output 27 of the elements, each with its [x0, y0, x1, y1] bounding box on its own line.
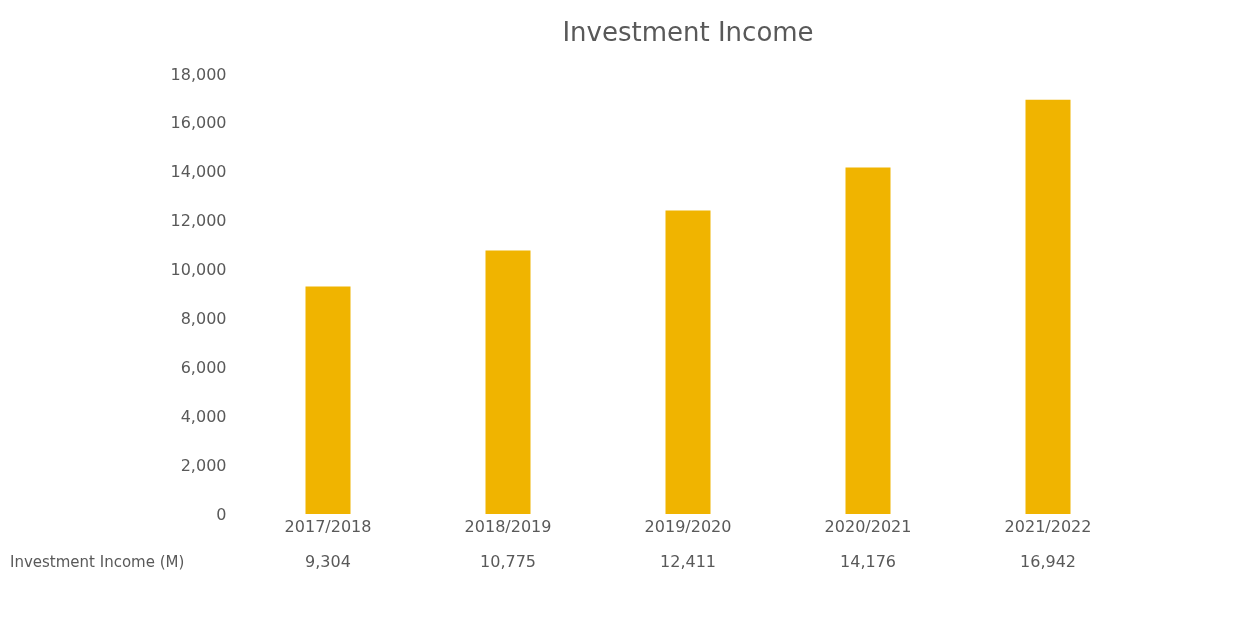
y-tick-label: 8,000	[180, 308, 227, 328]
bar	[305, 286, 351, 514]
data-label: 14,176	[840, 552, 896, 571]
y-tick-label: 14,000	[170, 162, 227, 182]
y-tick-label: 0	[216, 504, 227, 524]
x-tick-label: 2020/2021	[824, 516, 912, 536]
bar	[665, 210, 711, 514]
y-tick-label: 6,000	[180, 357, 227, 377]
y-tick-label: 2,000	[180, 455, 227, 475]
y-tick-label: 4,000	[180, 406, 227, 426]
bar	[485, 250, 531, 514]
bar	[1025, 99, 1071, 514]
x-tick-label: 2017/2018	[284, 516, 372, 536]
y-tick-label: 16,000	[170, 113, 227, 133]
data-label: 9,304	[305, 552, 351, 571]
data-label: 16,942	[1020, 552, 1076, 571]
data-label: 12,411	[660, 552, 716, 571]
chart-title: Investment Income	[562, 17, 814, 47]
text: Investment Income (M)	[10, 553, 185, 571]
bar	[845, 167, 891, 514]
x-tick-label: 2021/2022	[1004, 516, 1092, 536]
y-tick-label: 10,000	[170, 260, 227, 280]
y-tick-label: 12,000	[170, 211, 227, 231]
x-tick-label: 2018/2019	[464, 516, 552, 536]
x-tick-label: 2019/2020	[644, 516, 732, 536]
y-tick-label: 18,000	[170, 64, 227, 84]
data-label: 10,775	[480, 552, 536, 571]
